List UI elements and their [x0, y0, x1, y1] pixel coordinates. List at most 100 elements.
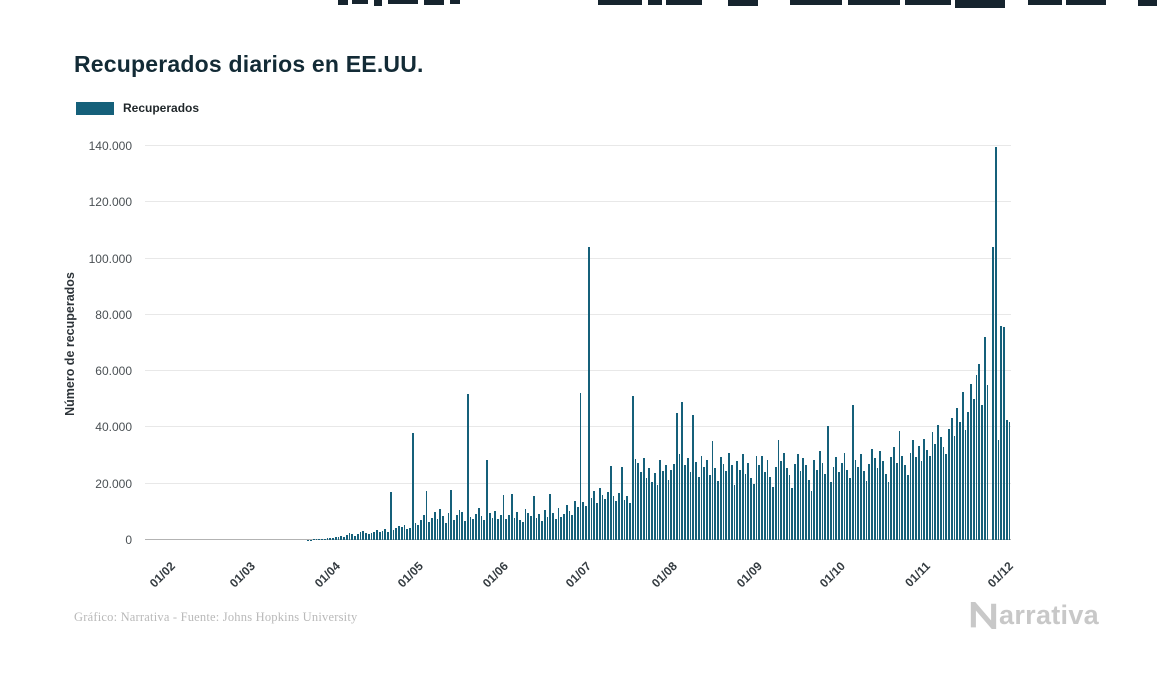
- bar: [741, 454, 744, 540]
- bar: [464, 520, 466, 540]
- bar: [711, 440, 714, 540]
- bar: [689, 472, 692, 540]
- bar: [763, 472, 766, 540]
- bar: [700, 455, 703, 540]
- bar: [447, 513, 450, 540]
- bar: [725, 471, 727, 540]
- bar: [868, 464, 870, 540]
- bar: [318, 539, 320, 540]
- cropped-top-artifact: [955, 0, 1005, 8]
- bar: [343, 536, 345, 540]
- bar: [637, 462, 639, 540]
- bar: [442, 516, 444, 540]
- bar: [398, 525, 400, 540]
- bar: [466, 393, 469, 540]
- bar: [354, 535, 356, 540]
- bar: [425, 490, 428, 540]
- bar: [876, 468, 879, 540]
- gridline: [145, 313, 1011, 315]
- bar: [893, 447, 895, 540]
- bar: [909, 452, 912, 540]
- bar: [491, 517, 494, 540]
- bar: [587, 247, 590, 540]
- bar: [532, 496, 535, 540]
- legend-label: Recuperados: [123, 101, 200, 115]
- bar: [1008, 421, 1011, 540]
- bar: [926, 449, 928, 540]
- bar: [796, 454, 799, 540]
- bar: [964, 430, 967, 540]
- bar: [609, 465, 612, 540]
- bar: [411, 433, 414, 540]
- bar: [409, 527, 411, 540]
- gridline: [145, 201, 1011, 203]
- gridline: [145, 482, 1011, 484]
- bar: [799, 471, 802, 540]
- bar: [788, 475, 791, 540]
- bar: [832, 466, 835, 540]
- bar: [805, 465, 807, 540]
- bar: [439, 509, 441, 540]
- bar: [1003, 326, 1005, 540]
- y-tick-label: 0: [125, 533, 132, 547]
- bar: [923, 438, 925, 540]
- bar: [543, 509, 546, 540]
- bar: [719, 456, 722, 540]
- bar: [582, 502, 584, 540]
- bar: [428, 521, 430, 540]
- bar: [681, 401, 683, 540]
- cropped-top-artifact: [1138, 0, 1157, 6]
- bar: [618, 492, 620, 540]
- bar: [406, 529, 408, 540]
- bar: [917, 445, 920, 540]
- bar: [873, 458, 876, 540]
- bar: [851, 404, 854, 540]
- bar: [884, 473, 887, 540]
- bar: [475, 514, 477, 540]
- bar: [791, 487, 793, 540]
- bar: [329, 538, 331, 540]
- bar: [521, 521, 524, 540]
- bar: [684, 465, 686, 540]
- bar: [598, 487, 601, 540]
- x-tick-label: 01/12: [984, 559, 1016, 591]
- bar: [365, 532, 367, 540]
- bar: [585, 506, 587, 540]
- cropped-top-artifact: [450, 0, 460, 4]
- bar: [1005, 420, 1008, 540]
- bar: [568, 511, 571, 540]
- bar: [670, 469, 672, 540]
- bar: [807, 479, 810, 540]
- legend-item-recuperados[interactable]: Recuperados: [76, 101, 199, 115]
- bar: [854, 459, 857, 540]
- bar: [499, 514, 502, 540]
- bar: [937, 424, 939, 540]
- bar: [758, 465, 760, 540]
- bar: [604, 499, 606, 540]
- bar: [810, 490, 813, 540]
- bar: [389, 492, 392, 540]
- bar: [576, 506, 579, 540]
- bar: [813, 459, 815, 540]
- bar: [695, 461, 697, 540]
- bar: [920, 461, 923, 540]
- bar: [362, 531, 364, 540]
- bar: [519, 520, 521, 540]
- bar: [420, 520, 422, 540]
- bar: [722, 464, 725, 540]
- bar: [321, 538, 323, 540]
- bar: [714, 468, 716, 540]
- bar: [997, 440, 1000, 540]
- bar: [953, 435, 956, 540]
- narrativa-wordmark: arrativa: [999, 600, 1099, 630]
- y-tick-label: 40.000: [95, 420, 132, 435]
- bar: [450, 489, 452, 540]
- x-tick-label: 01/06: [480, 559, 512, 591]
- bar: [843, 452, 846, 540]
- cropped-top-artifact: [648, 0, 662, 5]
- bar: [697, 476, 700, 540]
- bar: [348, 532, 351, 540]
- bar: [538, 514, 540, 540]
- bar: [849, 478, 851, 540]
- gridline: [145, 145, 1011, 146]
